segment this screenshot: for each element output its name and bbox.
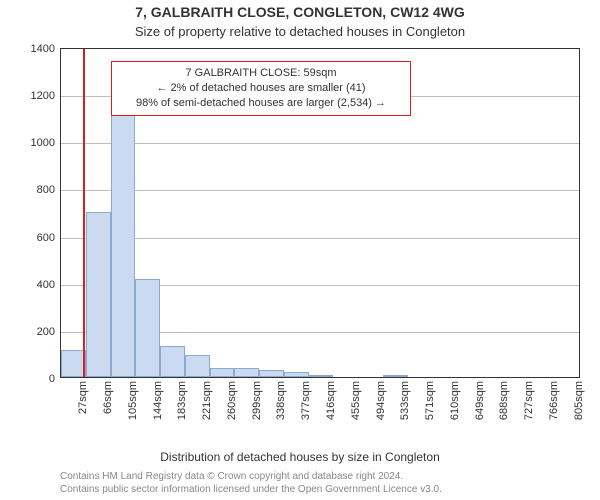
property-marker-line xyxy=(83,49,85,377)
x-tick-label: 805sqm xyxy=(573,381,585,420)
y-tick-label: 1000 xyxy=(31,137,55,149)
histogram-bar xyxy=(284,372,309,377)
y-tick-label: 1200 xyxy=(31,90,55,102)
gridline xyxy=(61,238,579,239)
x-tick-label: 183sqm xyxy=(176,381,188,420)
x-tick-label: 727sqm xyxy=(523,381,535,420)
x-tick-label: 494sqm xyxy=(375,381,387,420)
y-tick-label: 200 xyxy=(37,326,55,338)
annotation-line: 98% of semi-detached houses are larger (… xyxy=(120,96,402,111)
x-tick-label: 260sqm xyxy=(226,381,238,420)
chart-subtitle: Size of property relative to detached ho… xyxy=(0,24,600,39)
x-tick-label: 766sqm xyxy=(548,381,560,420)
histogram-bar xyxy=(234,368,259,377)
histogram-bar xyxy=(259,370,284,377)
histogram-bar xyxy=(135,279,160,377)
y-tick-label: 800 xyxy=(37,184,55,196)
attribution-line: Contains HM Land Registry data © Crown c… xyxy=(60,471,442,484)
x-tick-label: 533sqm xyxy=(399,381,411,420)
y-tick-label: 400 xyxy=(37,279,55,291)
x-tick-label: 455sqm xyxy=(350,381,362,420)
histogram-bar xyxy=(309,375,334,377)
x-tick-label: 66sqm xyxy=(102,381,114,414)
histogram-bar xyxy=(86,212,111,377)
histogram-bar xyxy=(111,114,136,377)
histogram-bar xyxy=(160,346,185,377)
plot-area: 020040060080010001200140027sqm66sqm105sq… xyxy=(60,48,580,378)
annotation-box: 7 GALBRAITH CLOSE: 59sqm← 2% of detached… xyxy=(111,61,411,116)
x-tick-label: 649sqm xyxy=(474,381,486,420)
histogram-bar xyxy=(383,375,408,377)
attribution-line: Contains public sector information licen… xyxy=(60,484,442,497)
histogram-bar xyxy=(185,355,210,377)
x-tick-label: 688sqm xyxy=(498,381,510,420)
chart-title: 7, GALBRAITH CLOSE, CONGLETON, CW12 4WG xyxy=(0,4,600,20)
x-tick-label: 299sqm xyxy=(251,381,263,420)
histogram-bar xyxy=(210,368,235,377)
x-tick-label: 377sqm xyxy=(300,381,312,420)
y-tick-label: 0 xyxy=(49,373,55,385)
x-axis-label: Distribution of detached houses by size … xyxy=(0,450,600,464)
x-tick-label: 416sqm xyxy=(325,381,337,420)
x-tick-label: 144sqm xyxy=(152,381,164,420)
attribution-text: Contains HM Land Registry data © Crown c… xyxy=(60,471,442,496)
gridline xyxy=(61,190,579,191)
y-tick-label: 1400 xyxy=(31,43,55,55)
x-tick-label: 610sqm xyxy=(449,381,461,420)
x-tick-label: 338sqm xyxy=(275,381,287,420)
x-tick-label: 105sqm xyxy=(127,381,139,420)
figure-root: { "title": { "text": "7, GALBRAITH CLOSE… xyxy=(0,0,600,500)
gridline xyxy=(61,143,579,144)
x-tick-label: 27sqm xyxy=(77,381,89,414)
histogram-bar xyxy=(61,350,86,377)
annotation-line: ← 2% of detached houses are smaller (41) xyxy=(120,81,402,96)
y-tick-label: 600 xyxy=(37,232,55,244)
x-tick-label: 221sqm xyxy=(201,381,213,420)
x-tick-label: 571sqm xyxy=(424,381,436,420)
annotation-line: 7 GALBRAITH CLOSE: 59sqm xyxy=(120,66,402,81)
